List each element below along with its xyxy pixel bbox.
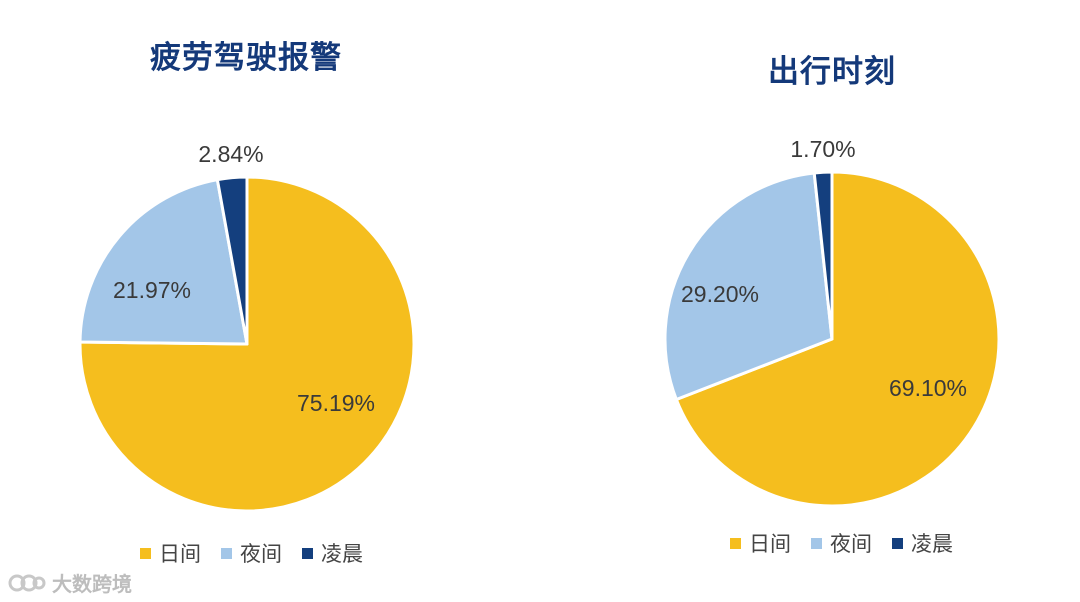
legend-item-night: 夜间 xyxy=(221,538,282,568)
legend-item-early-morning: 凌晨 xyxy=(302,538,363,568)
legend-item-early-morning: 凌晨 xyxy=(892,528,953,558)
legend-swatch xyxy=(730,537,741,549)
legend-swatch xyxy=(892,537,903,549)
pie-travel-time: 69.10% 29.20% 1.70% xyxy=(663,136,1001,508)
data-label-daytime: 75.19% xyxy=(297,390,375,416)
data-label-night: 21.97% xyxy=(113,277,191,303)
legend-label: 夜间 xyxy=(240,542,282,566)
chart-fatigue-alarm: 疲劳驾驶报警 75.19% 21.97% 2.84% 日间 夜间 凌晨 xyxy=(78,40,416,568)
legend-label: 日间 xyxy=(749,532,791,556)
slice-daytime xyxy=(674,170,1001,508)
legend-swatch xyxy=(140,547,151,559)
legend-item-daytime: 日间 xyxy=(140,538,201,568)
data-label-early-morning: 1.70% xyxy=(790,136,855,162)
slice-early-morning xyxy=(215,175,249,346)
data-label-night: 29.20% xyxy=(681,281,759,307)
legend: 日间 夜间 凌晨 xyxy=(730,528,953,558)
chart-title: 出行时刻 xyxy=(768,54,896,90)
slice-daytime xyxy=(78,175,416,513)
legend: 日间 夜间 凌晨 xyxy=(140,538,363,568)
legend-swatch xyxy=(221,547,232,559)
watermark: 大数跨境 xyxy=(8,568,132,597)
watermark-text: 大数跨境 xyxy=(52,572,132,596)
legend-label: 凌晨 xyxy=(321,542,363,566)
slice-early-morning xyxy=(812,170,834,341)
legend-label: 夜间 xyxy=(830,532,872,556)
slice-night xyxy=(663,171,834,401)
watermark-logo-icon xyxy=(8,574,46,591)
legend-item-daytime: 日间 xyxy=(730,528,791,558)
legend-item-night: 夜间 xyxy=(811,528,872,558)
pie-fatigue-alarm: 75.19% 21.97% 2.84% xyxy=(78,141,416,513)
legend-swatch xyxy=(302,547,313,559)
legend-swatch xyxy=(811,537,822,549)
legend-label: 凌晨 xyxy=(911,532,953,556)
data-label-daytime: 69.10% xyxy=(889,375,967,401)
chart-title: 疲劳驾驶报警 xyxy=(150,40,342,76)
legend-label: 日间 xyxy=(159,542,201,566)
slice-night xyxy=(78,178,249,346)
data-label-early-morning: 2.84% xyxy=(198,141,263,167)
chart-travel-time: 出行时刻 69.10% 29.20% 1.70% 日间 夜间 凌晨 xyxy=(540,0,1080,602)
